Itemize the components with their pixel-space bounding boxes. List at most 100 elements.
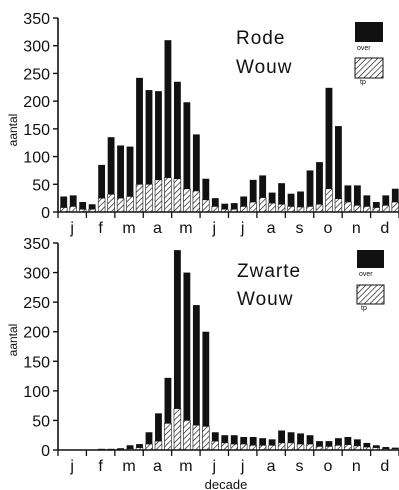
bar-tp (192, 190, 201, 213)
bar-tp (287, 442, 295, 451)
y-tick-label: 0 (41, 205, 50, 222)
bar-tp (202, 426, 210, 451)
bar-tp (268, 202, 276, 213)
bar-tp (173, 408, 182, 451)
bar-over (202, 331, 210, 427)
month-label: a (267, 458, 276, 475)
bar-tp (126, 196, 134, 213)
bar-over (278, 183, 286, 205)
month-label: n (352, 458, 361, 475)
bar-over (240, 196, 248, 207)
legend-label-tp: tp (360, 79, 366, 86)
bar-over (391, 447, 399, 449)
bar-over (335, 438, 342, 446)
bar-tp (239, 443, 248, 451)
bar-over (211, 432, 219, 442)
y-tick-label: 300 (23, 266, 50, 283)
bar-tp (315, 203, 324, 213)
month-label: j (240, 220, 245, 237)
month-label: a (267, 220, 276, 237)
bar-over (249, 179, 257, 203)
bar-over (155, 413, 162, 442)
bar-over (382, 447, 390, 449)
bar-over (344, 185, 352, 203)
chart-title-line-2: Wouw (237, 289, 293, 310)
bar-over (145, 90, 153, 185)
bar-over (316, 441, 323, 447)
bar-tp (183, 420, 191, 451)
bar-tp (173, 178, 182, 213)
y-tick-label: 350 (23, 236, 50, 253)
bar-over (145, 432, 153, 445)
bar-over (372, 445, 380, 448)
bar-over (278, 430, 286, 443)
bar-over (230, 203, 238, 210)
bar-over (117, 145, 124, 199)
bar-over (173, 81, 181, 179)
y-tick-label: 200 (23, 325, 50, 342)
bar-over (268, 439, 276, 446)
bar-tp (221, 442, 229, 451)
bar-over (192, 305, 200, 426)
bar-over (268, 192, 276, 204)
bar-over (297, 191, 304, 208)
bar-tp (249, 201, 257, 213)
month-label: j (212, 458, 217, 475)
bar-over (60, 196, 68, 208)
bar-over (107, 137, 115, 195)
month-label: j (240, 458, 245, 475)
bar-over (88, 204, 96, 210)
legend-swatch-tp (356, 284, 385, 305)
legend: over tp (354, 22, 384, 86)
bar-over (164, 377, 172, 424)
bar-tp (145, 443, 153, 451)
bar-over (211, 198, 219, 207)
bar-over (382, 195, 390, 206)
bar-over (306, 435, 314, 445)
bar-tp (211, 440, 220, 451)
x-axis-ticks (57, 212, 399, 218)
bar-over (363, 442, 371, 448)
bar-tp (391, 201, 399, 213)
bar-tp (107, 193, 115, 213)
bar-over (164, 40, 172, 178)
y-tick-label: 250 (23, 295, 50, 312)
month-label: m (179, 220, 192, 237)
month-label: j (69, 220, 74, 237)
bar-over (259, 175, 267, 198)
y-tick-label: 50 (32, 413, 50, 430)
bar-tp (353, 205, 362, 213)
bar-over (353, 185, 361, 206)
bar-over (183, 272, 191, 421)
bar-tp (211, 206, 220, 213)
month-label: o (324, 220, 333, 237)
bar-tp (192, 424, 201, 451)
bar-tp (287, 206, 295, 213)
bars (97, 250, 399, 451)
bar-tp (202, 199, 210, 213)
bar-over (316, 162, 323, 205)
bar-over (173, 250, 181, 409)
bar-over (192, 134, 200, 191)
month-label: s (296, 458, 304, 475)
y-tick-label: 150 (23, 122, 50, 139)
bar-tp (69, 206, 77, 213)
bar-tp (164, 177, 172, 213)
bar-tp (306, 443, 314, 451)
y-tick-label: 150 (23, 354, 50, 371)
month-label: m (122, 458, 135, 475)
y-axis-label: aantal (6, 114, 20, 147)
bar-tp (306, 206, 314, 213)
bar-tp (183, 188, 191, 213)
month-label: m (122, 220, 135, 237)
y-tick-label: 100 (23, 150, 50, 167)
y-tick-label: 100 (23, 384, 50, 401)
chart-title-line-2: Wouw (236, 57, 292, 78)
bar-over (287, 193, 295, 207)
y-tick-label: 50 (32, 177, 50, 194)
bar-over (391, 188, 399, 203)
bar-over (306, 170, 314, 207)
